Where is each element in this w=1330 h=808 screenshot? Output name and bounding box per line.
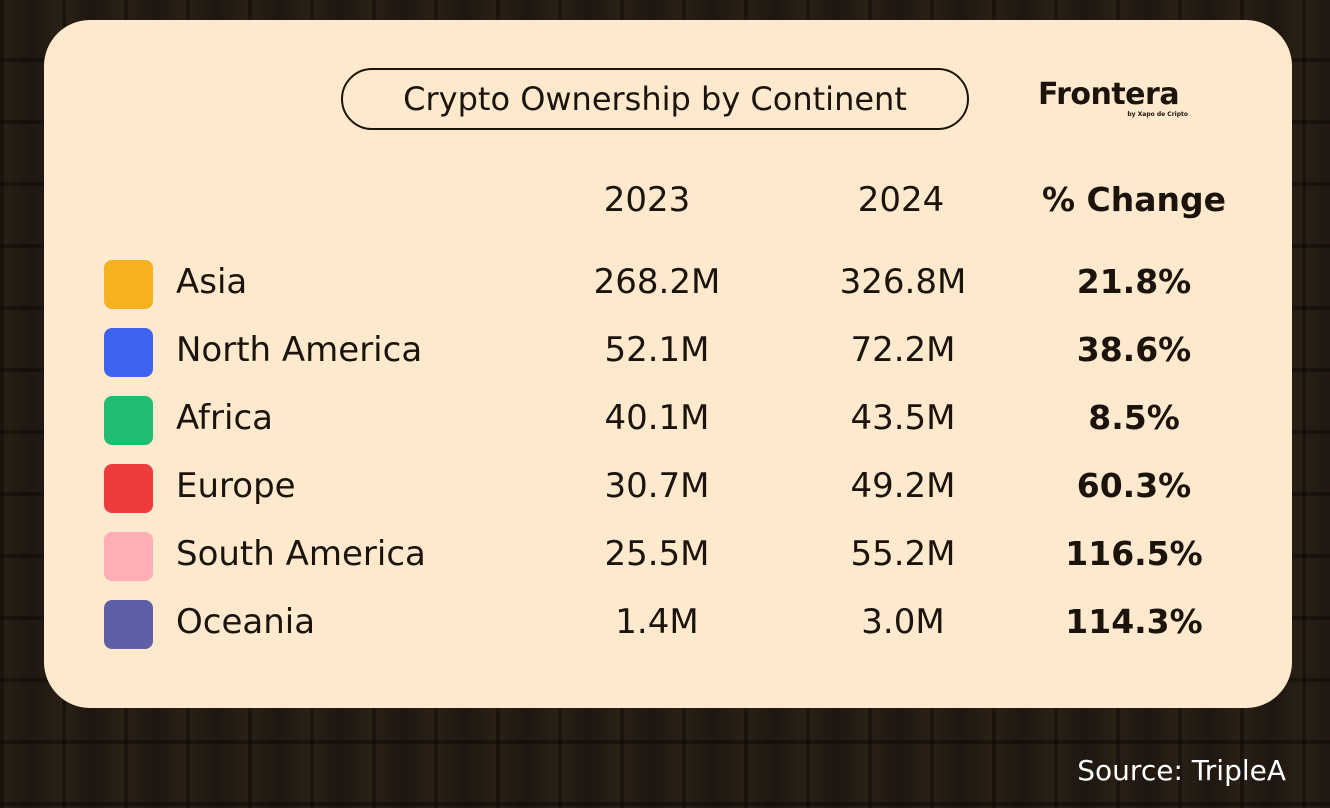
value-2024: 72.2M	[850, 330, 956, 370]
region-label: North America	[176, 330, 423, 370]
legend-swatch	[104, 464, 153, 513]
value-2024: 49.2M	[850, 466, 956, 506]
chart-title: Crypto Ownership by Continent	[341, 68, 969, 130]
value-change: 60.3%	[1076, 466, 1192, 505]
value-2023: 25.5M	[604, 534, 710, 574]
value-change: 8.5%	[1088, 398, 1180, 437]
table-row: Asia 268.2M 326.8M 21.8%	[44, 252, 1292, 320]
legend-swatch	[104, 328, 153, 377]
value-2024: 55.2M	[850, 534, 956, 574]
value-2024: 43.5M	[850, 398, 956, 438]
value-change: 116.5%	[1065, 534, 1203, 573]
legend-swatch	[104, 532, 153, 581]
value-change: 38.6%	[1076, 330, 1192, 369]
value-2023: 1.4M	[615, 602, 699, 642]
value-2024: 326.8M	[839, 262, 967, 302]
brand-logo: Frontera by Xapo de Cripto	[1038, 77, 1198, 119]
value-2023: 268.2M	[593, 262, 721, 302]
value-2023: 52.1M	[604, 330, 710, 370]
value-2024: 3.0M	[861, 602, 945, 642]
brand-tagline: by Xapo de Cripto	[1127, 111, 1188, 118]
column-header-change: % Change	[1041, 180, 1227, 219]
region-label: South America	[176, 534, 426, 574]
table-row: Europe 30.7M 49.2M 60.3%	[44, 456, 1292, 524]
column-header-2023: 2023	[603, 180, 691, 220]
column-header-2024: 2024	[857, 180, 945, 220]
table-row: North America 52.1M 72.2M 38.6%	[44, 320, 1292, 388]
value-2023: 40.1M	[604, 398, 710, 438]
table-row: Oceania 1.4M 3.0M 114.3%	[44, 592, 1292, 660]
value-change: 114.3%	[1065, 602, 1203, 641]
region-label: Oceania	[176, 602, 316, 642]
legend-swatch	[104, 260, 153, 309]
legend-swatch	[104, 396, 153, 445]
value-change: 21.8%	[1076, 262, 1192, 301]
region-label: Africa	[176, 398, 273, 438]
legend-swatch	[104, 600, 153, 649]
table-row: Africa 40.1M 43.5M 8.5%	[44, 388, 1292, 456]
region-label: Europe	[176, 466, 296, 506]
value-2023: 30.7M	[604, 466, 710, 506]
brand-name: Frontera	[1038, 77, 1180, 112]
region-label: Asia	[176, 262, 248, 302]
source-note: Source: TripleA	[1077, 754, 1286, 787]
table-row: South America 25.5M 55.2M 116.5%	[44, 524, 1292, 592]
chart-card: Crypto Ownership by Continent Frontera b…	[44, 20, 1292, 708]
